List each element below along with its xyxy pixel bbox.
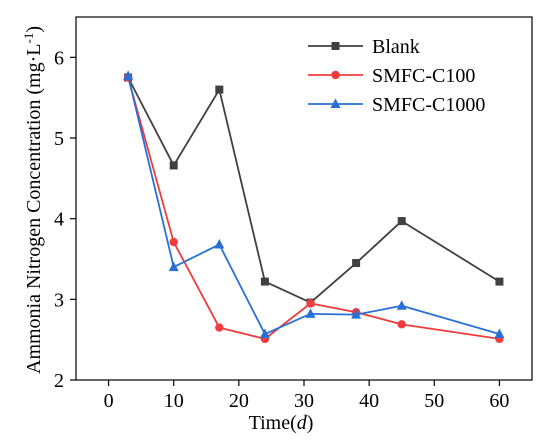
y-tick-label: 4 xyxy=(54,209,64,231)
data-point xyxy=(215,85,224,94)
legend-marker xyxy=(330,98,341,108)
data-point xyxy=(397,217,406,226)
legend-label: Blank xyxy=(372,36,420,58)
data-point xyxy=(260,277,269,286)
legend-label: SMFC-C1000 xyxy=(372,94,485,116)
legend-item: Blank xyxy=(308,36,420,58)
series-line xyxy=(127,77,500,340)
y-axis-title: Ammonia Nitrogen Concentration (mg·L-1) xyxy=(21,26,46,374)
x-tick-label: 10 xyxy=(164,390,184,412)
legend: Blank SMFC-C100 SMFC-C1000 xyxy=(308,36,485,116)
y-tick-label: 3 xyxy=(54,289,64,311)
data-point xyxy=(352,259,361,268)
series-line xyxy=(127,75,500,335)
x-tick-label: 40 xyxy=(359,390,379,412)
series-layer xyxy=(123,70,505,344)
data-point xyxy=(215,323,224,332)
data-point xyxy=(169,237,178,247)
data-point xyxy=(168,261,179,272)
data-point xyxy=(214,238,225,249)
x-tick-label: 20 xyxy=(229,390,249,412)
data-point xyxy=(259,328,270,339)
data-point xyxy=(305,308,316,318)
x-tick-label: 30 xyxy=(294,390,314,412)
legend-marker xyxy=(331,70,340,80)
legend-label: SMFC-C100 xyxy=(372,65,475,87)
data-point xyxy=(494,328,505,339)
y-tick-label: 5 xyxy=(54,128,64,150)
data-point xyxy=(397,320,406,329)
series-smfc-c1000 xyxy=(123,70,505,339)
legend-item: SMFC-C100 xyxy=(308,65,475,87)
legend-marker xyxy=(331,42,340,50)
axes: 0 10 20 30 40 50 60 2 3 4 5 6 xyxy=(54,16,533,412)
data-point xyxy=(351,309,362,319)
x-axis-title: Time(d) xyxy=(249,412,314,434)
data-point xyxy=(123,70,134,80)
x-tick-label: 60 xyxy=(489,390,509,412)
data-point xyxy=(396,300,407,310)
legend-item: SMFC-C1000 xyxy=(308,94,485,116)
x-tick-label: 0 xyxy=(104,390,114,412)
y-tick-label: 6 xyxy=(54,47,64,69)
y-tick-label: 2 xyxy=(54,370,64,392)
series-line xyxy=(127,77,500,304)
x-tick-label: 50 xyxy=(424,390,444,412)
data-point xyxy=(306,299,315,308)
data-point xyxy=(495,277,504,286)
data-point xyxy=(169,161,178,170)
